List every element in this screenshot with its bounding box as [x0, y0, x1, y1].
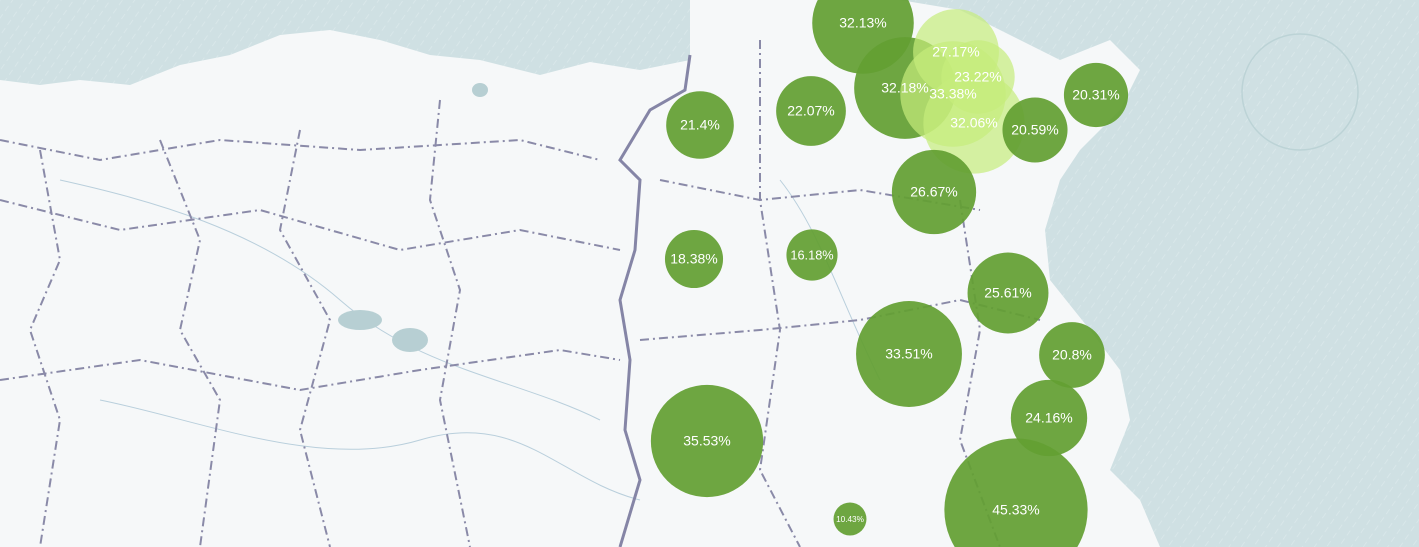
- bubble-label: 25.61%: [984, 285, 1031, 301]
- bubble-label: 24.16%: [1025, 410, 1072, 426]
- bubble: [891, 149, 977, 235]
- bubble: [786, 229, 838, 281]
- bubble: [664, 229, 724, 289]
- sea-east: [760, 0, 1419, 547]
- boundary: [0, 199, 621, 252]
- boundary: [278, 129, 332, 547]
- bubble-label: 16.18%: [790, 247, 833, 262]
- bubble-label: 32.13%: [839, 15, 886, 31]
- bubble: [967, 252, 1049, 334]
- boundary: [0, 348, 621, 392]
- bubble: [944, 438, 1088, 547]
- bubble-label: 18.38%: [670, 251, 717, 267]
- bubble-label: 33.51%: [885, 346, 932, 362]
- bubble-label: 32.18%: [881, 80, 928, 96]
- bubble-label: 45.33%: [992, 502, 1039, 518]
- boundary: [0, 138, 601, 162]
- bubble-label: 21.4%: [680, 117, 720, 133]
- bubble-label: 35.53%: [683, 433, 730, 449]
- boundary: [28, 149, 62, 547]
- bubble-label: 10.43%: [836, 515, 865, 524]
- bubble-label: 20.31%: [1072, 87, 1119, 103]
- bubble-label: 26.67%: [910, 184, 957, 200]
- boundary: [159, 139, 222, 547]
- bubble: [833, 502, 867, 536]
- bubble-label: 23.22%: [954, 69, 1001, 85]
- depth-contour: [1241, 33, 1359, 151]
- sea-north: [0, 0, 690, 85]
- boundary: [659, 179, 981, 211]
- bubble-label: 33.38%: [929, 86, 976, 102]
- bubble: [776, 76, 846, 146]
- lake: [472, 83, 488, 97]
- boundary: [428, 99, 471, 547]
- bubble-label: 27.17%: [932, 44, 979, 60]
- bubble: [666, 91, 734, 159]
- bubble-label: 32.06%: [950, 115, 997, 131]
- bubble: [1010, 379, 1088, 457]
- bubble: [1039, 322, 1105, 388]
- bubble: [923, 72, 1025, 174]
- lake: [338, 310, 382, 330]
- lake: [392, 328, 428, 352]
- river: [59, 179, 601, 421]
- bubble: [1002, 97, 1068, 163]
- boundary: [758, 40, 801, 547]
- boundary: [958, 199, 1001, 547]
- bubble-label: 20.8%: [1052, 347, 1092, 363]
- bubble: [650, 384, 764, 498]
- bubble-label: 20.59%: [1011, 122, 1058, 138]
- bubble: [856, 301, 962, 407]
- bubble: [1063, 62, 1129, 128]
- river: [99, 399, 641, 501]
- bubble-label: 22.07%: [787, 103, 834, 119]
- markers: 32.13% 32.18% 27.17% 23.22%33.38% 32.06% 20.5…: [650, 0, 1129, 547]
- national-border: [618, 54, 692, 547]
